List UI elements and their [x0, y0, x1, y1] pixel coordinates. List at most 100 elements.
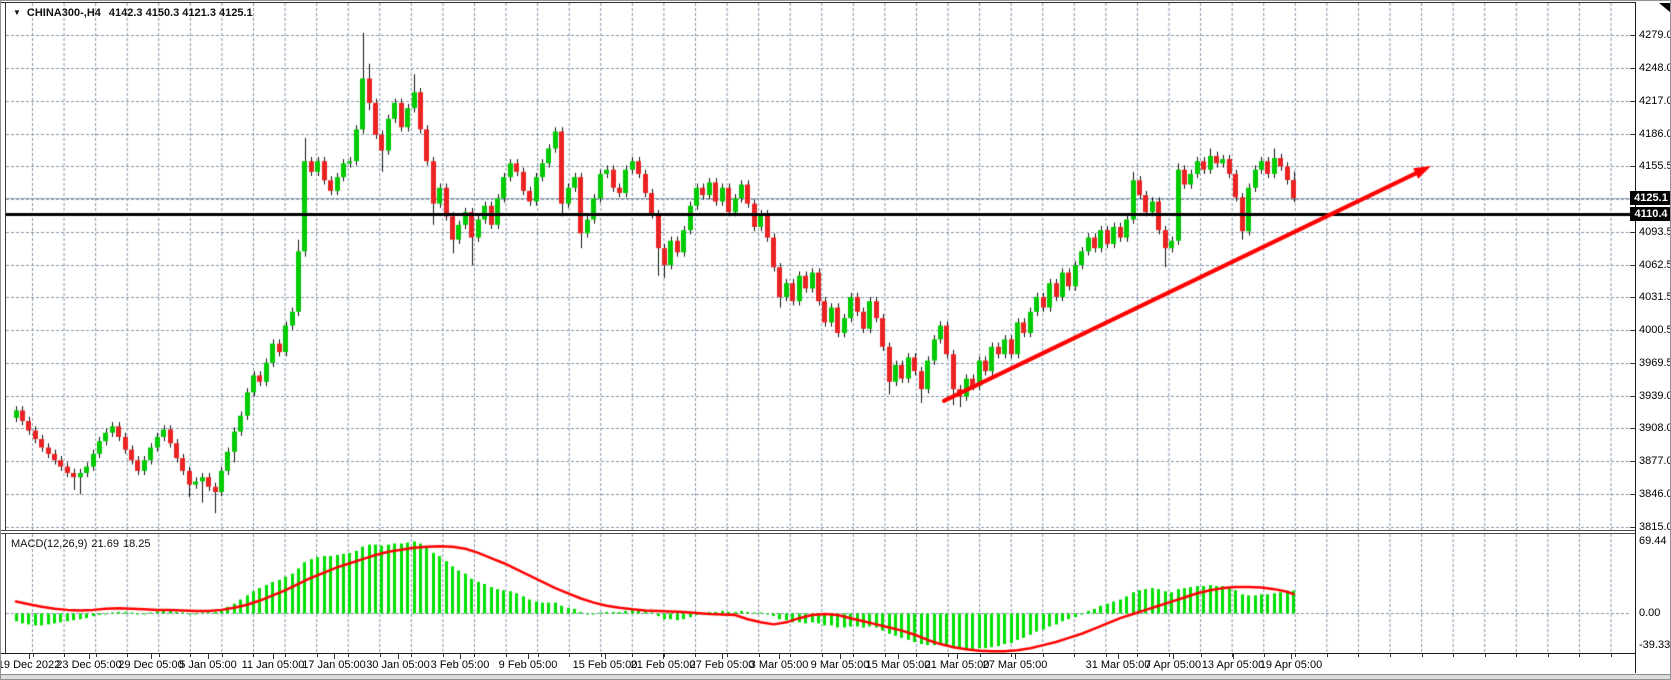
time-tick: [190, 654, 192, 657]
macd-signal-value: 18.25: [122, 538, 151, 550]
time-tick: [1263, 654, 1265, 657]
time-tick: [1200, 654, 1202, 657]
macd-main-value: 21.69: [91, 538, 119, 550]
time-tick-label: 21 Feb 05:00: [630, 659, 696, 671]
price-tick-mark: [1630, 330, 1635, 332]
time-tick: [853, 654, 855, 657]
time-tick-major: [151, 654, 152, 659]
time-tick: [1169, 654, 1171, 657]
time-tick-major: [398, 654, 399, 659]
time-tick: [1232, 654, 1234, 657]
current-price-badge: 4125.1: [1630, 191, 1670, 206]
time-tick: [1074, 654, 1076, 657]
time-tick: [727, 654, 729, 657]
time-tick: [32, 654, 34, 657]
time-tick: [379, 654, 381, 657]
macd-tick-label: -39.33: [1639, 639, 1671, 651]
time-tick-label: 29 Dec 05:00: [118, 659, 184, 671]
time-tick: [663, 654, 665, 657]
time-tick-label: 3 Feb 05:00: [430, 659, 490, 671]
time-tick: [790, 654, 792, 657]
time-tick-label: 5 Jan 05:00: [179, 659, 237, 671]
price-tick-label: 4062.5: [1639, 258, 1671, 271]
price-tick-label: 3846.0: [1639, 488, 1671, 501]
time-axis[interactable]: 19 Dec 2022 23 Dec 05:00 29 Dec 05:00 5 Jan…: [1, 653, 1635, 674]
time-tick-major: [898, 654, 899, 659]
time-tick: [158, 654, 160, 657]
time-tick-label: 15 Feb 05:00: [572, 659, 638, 671]
time-tick: [474, 654, 476, 657]
symbol-period-label: CHINA300-,H4: [26, 7, 101, 19]
macd-panel[interactable]: [6, 534, 1635, 653]
time-tick: [1453, 654, 1455, 657]
price-tick-label: 4186.0: [1639, 127, 1671, 140]
price-chart[interactable]: [6, 3, 1635, 533]
time-tick-major: [1173, 654, 1174, 659]
price-axis[interactable]: 4125.1 4110.4 4279.0 4248.0 4217.0 4186.0 41…: [1630, 1, 1671, 673]
price-tick-mark: [1630, 395, 1635, 397]
time-tick: [758, 654, 760, 657]
window-bottom-edge: [1, 674, 1670, 679]
price-tick-mark: [1630, 231, 1635, 233]
price-tick-label: 4031.5: [1639, 291, 1671, 304]
time-tick-major: [29, 654, 30, 659]
time-tick: [1011, 654, 1013, 657]
price-tick-mark: [1630, 67, 1635, 69]
time-tick: [1295, 654, 1297, 657]
time-tick-major: [957, 654, 958, 659]
time-tick: [1358, 654, 1360, 657]
price-tick-label: 3969.5: [1639, 357, 1671, 370]
time-tick: [506, 654, 508, 657]
time-tick: [884, 654, 886, 657]
price-tick-label: 4217.0: [1639, 94, 1671, 107]
time-tick-label: 3 Mar 05:00: [749, 659, 809, 671]
time-tick: [1611, 654, 1612, 657]
time-tick-major: [722, 654, 723, 659]
price-tick-mark: [1630, 35, 1635, 37]
time-tick-major: [1233, 654, 1234, 659]
price-tick-mark: [1630, 297, 1635, 299]
price-tick-mark: [1630, 165, 1635, 167]
price-tick-mark: [1630, 461, 1635, 463]
time-tick-label: 11 Jan 05:00: [241, 659, 305, 671]
time-tick-major: [273, 654, 274, 659]
chart-left-border: [5, 2, 6, 653]
panel-separator[interactable]: [1, 530, 1635, 534]
symbol-ohlc-label: ▼ CHINA300-,H4 4142.3 4150.3 4121.3 4125.1: [13, 7, 253, 19]
time-tick: [285, 654, 287, 657]
time-tick-major: [1015, 654, 1016, 659]
time-tick-label: 9 Feb 05:00: [498, 659, 558, 671]
price-tick-mark: [1630, 133, 1635, 135]
time-tick: [127, 654, 129, 657]
time-tick: [1421, 654, 1423, 657]
price-tick-mark: [1630, 494, 1635, 496]
time-tick: [1484, 654, 1486, 657]
chart-top-border: [1, 2, 1670, 3]
price-tick-label: 3815.0: [1639, 521, 1671, 534]
time-tick-major: [605, 654, 606, 659]
time-tick: [537, 654, 539, 657]
time-tick: [948, 654, 950, 657]
time-tick: [316, 654, 318, 657]
time-tick-label: 31 Mar 05:00: [1085, 659, 1151, 671]
time-tick-major: [208, 654, 209, 659]
time-tick-major: [334, 654, 335, 659]
price-tick-mark: [1630, 527, 1635, 529]
time-tick-label: 15 Mar 05:00: [865, 659, 931, 671]
price-tick-label: 4279.0: [1639, 29, 1671, 42]
macd-indicator-label: MACD(12,26,9) 21.69 18.25: [11, 538, 154, 550]
price-tick-mark: [1630, 363, 1635, 365]
one-click-trading-toggle-icon[interactable]: ▼: [13, 8, 21, 17]
time-tick: [1105, 654, 1107, 657]
axis-corner-triangle: [1659, 3, 1670, 12]
time-tick-major: [779, 654, 780, 659]
time-tick: [1042, 654, 1044, 657]
macd-tick-label: 69.44: [1639, 535, 1667, 547]
macd-name: MACD(12,26,9): [11, 538, 88, 550]
price-tick-label: 4155.5: [1639, 159, 1671, 172]
time-tick: [442, 654, 444, 657]
time-tick-major: [528, 654, 529, 659]
time-tick-label: 27 Feb 05:00: [689, 659, 755, 671]
time-tick-label: 13 Apr 05:00: [1201, 659, 1265, 671]
